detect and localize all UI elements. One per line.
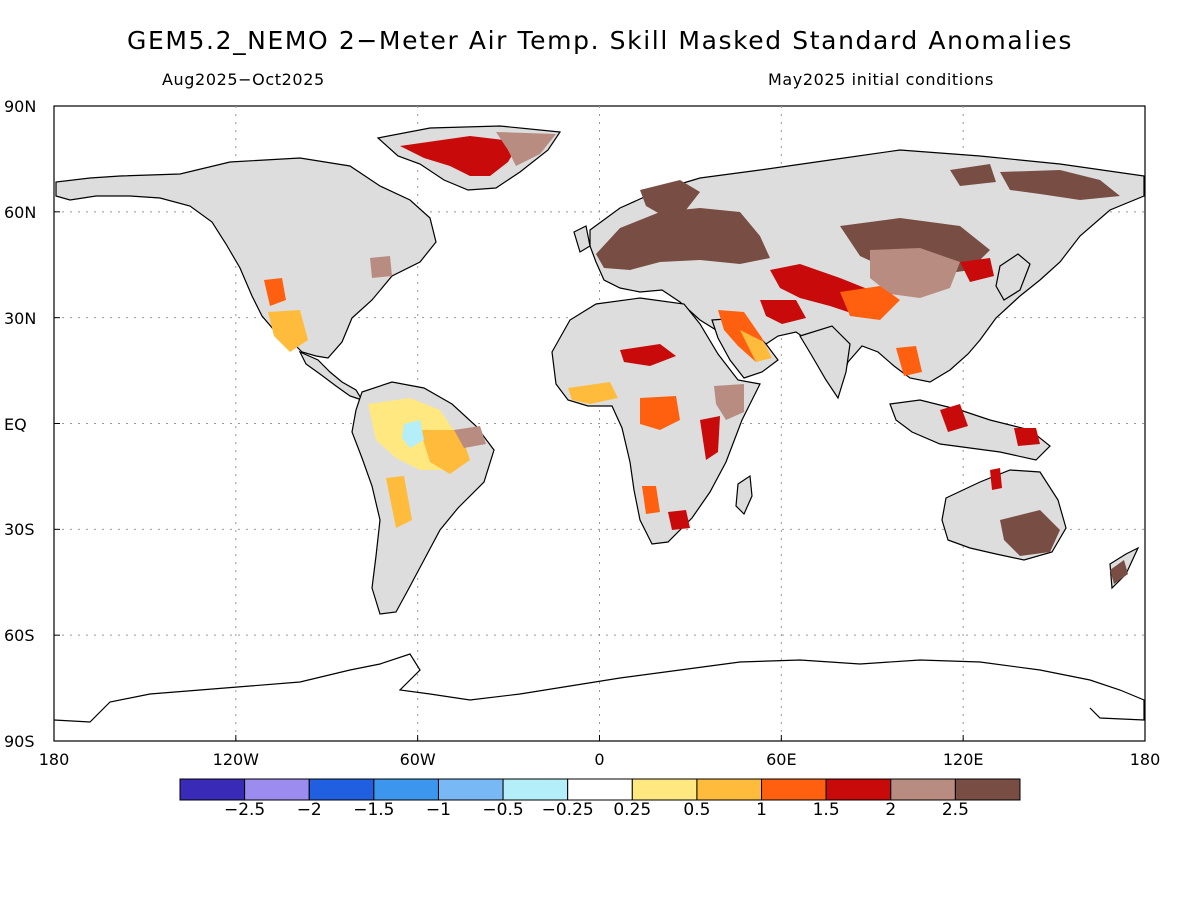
longitude-label: 120E xyxy=(942,750,984,769)
anomaly-brazil-brown xyxy=(454,426,486,448)
anomaly-nz-brown xyxy=(1110,560,1128,584)
map-panel xyxy=(53,105,1146,801)
colorbar-label: 1 xyxy=(756,800,767,820)
colorbar-swatch xyxy=(244,778,310,801)
north-america xyxy=(55,157,437,359)
colorbar xyxy=(179,778,1021,801)
anomaly-andes-orange xyxy=(386,476,412,528)
anomaly-greenland-2.5 xyxy=(496,132,556,166)
colorbar-label: −0.25 xyxy=(541,800,594,820)
colorbar-swatch xyxy=(373,778,439,801)
colorbar-label: 2 xyxy=(885,800,897,820)
latitude-label: 60N xyxy=(4,202,37,222)
colorbar-swatch xyxy=(954,778,1021,801)
india xyxy=(799,325,851,400)
anomaly-canada-brown xyxy=(370,256,392,278)
japan xyxy=(995,253,1031,301)
colorbar-label: −0.5 xyxy=(482,800,524,820)
latitude-label: EQ xyxy=(4,414,27,434)
anomaly-siberia-brown xyxy=(1000,170,1120,200)
colorbar-label: −2 xyxy=(296,800,322,820)
longitude-label: 120W xyxy=(212,750,259,769)
anomaly-east-africa-brown xyxy=(714,384,744,420)
forecast-period: Aug2025−Oct2025 xyxy=(162,70,325,89)
longitude-label: 60W xyxy=(399,750,436,769)
anomaly-amazon-orange xyxy=(420,430,470,474)
anomaly-iran-red xyxy=(760,300,806,324)
longitude-label: 180 xyxy=(1129,750,1161,769)
colorbar-swatch xyxy=(761,778,827,801)
anomaly-sahel-red xyxy=(620,344,676,366)
colorbar-label: 0.25 xyxy=(613,800,652,820)
anomaly-australia-red xyxy=(990,468,1002,490)
anomaly-amazon-cyan xyxy=(402,420,424,448)
colorbar-label: 0.5 xyxy=(683,800,711,820)
anomaly-south-africa-orange xyxy=(642,486,660,514)
colorbar-swatch xyxy=(890,778,956,801)
colorbar-swatch xyxy=(308,778,375,801)
latitude-label: 90N xyxy=(4,97,37,116)
anomaly-borneo-red xyxy=(940,404,968,432)
latitude-label: 60S xyxy=(4,626,35,646)
initial-conditions: May2025 initial conditions xyxy=(768,70,994,89)
colorbar-swatch xyxy=(631,778,698,801)
anomaly-europe-brown xyxy=(596,208,770,270)
colorbar-label: −1 xyxy=(425,800,451,820)
lat-ticks xyxy=(54,105,60,742)
anomaly-tibet-orange xyxy=(840,286,900,320)
anomaly-west-us-orange xyxy=(264,278,286,306)
anomaly-east-siberia-brown xyxy=(950,164,996,186)
longitude-label: 0 xyxy=(594,750,605,769)
colorbar-swatch xyxy=(502,778,569,801)
map-title: GEM5.2_NEMO 2−Meter Air Temp. Skill Mask… xyxy=(126,26,1073,55)
colorbar-label: 1.5 xyxy=(812,800,840,820)
colorbar-label: 2.5 xyxy=(941,800,969,820)
latitude-label: 30S xyxy=(4,520,35,540)
anomaly-indochina-orange xyxy=(896,346,922,376)
anomaly-arabia-yellow xyxy=(740,330,772,362)
colorbar-swatch xyxy=(437,778,504,801)
anomaly-overlays xyxy=(264,132,1128,584)
anomaly-png-red xyxy=(1014,428,1040,446)
colorbar-label: −2.5 xyxy=(223,800,266,820)
colorbar-label: −1.5 xyxy=(353,800,395,820)
anomaly-greenland-2 xyxy=(400,136,520,176)
madagascar xyxy=(735,474,753,516)
anomaly-congo-orange xyxy=(640,396,680,430)
anomaly-east-china-red xyxy=(960,258,994,282)
anomaly-mexico-yellow xyxy=(268,310,308,352)
uk-isles xyxy=(573,225,591,253)
anomaly-china-light xyxy=(870,248,960,298)
colorbar-swatch xyxy=(567,778,633,801)
colorbar-swatch xyxy=(696,778,763,801)
longitude-label: 180 xyxy=(38,750,70,769)
antarctica-coastline xyxy=(53,653,1145,723)
anomaly-scandinavia-brown xyxy=(640,180,700,214)
anomaly-south-africa-red xyxy=(668,510,690,530)
anomaly-westafrica-orange xyxy=(568,382,618,404)
anomaly-east-africa-red xyxy=(700,416,720,460)
anomaly-australia-brown xyxy=(1000,510,1060,556)
colorbar-swatch xyxy=(179,778,246,801)
lon-ticks xyxy=(53,735,1146,741)
latitude-label: 90S xyxy=(4,732,35,751)
colorbar-swatch xyxy=(825,778,892,801)
latitude-label: 30N xyxy=(4,308,37,328)
longitude-label: 60E xyxy=(766,750,797,769)
